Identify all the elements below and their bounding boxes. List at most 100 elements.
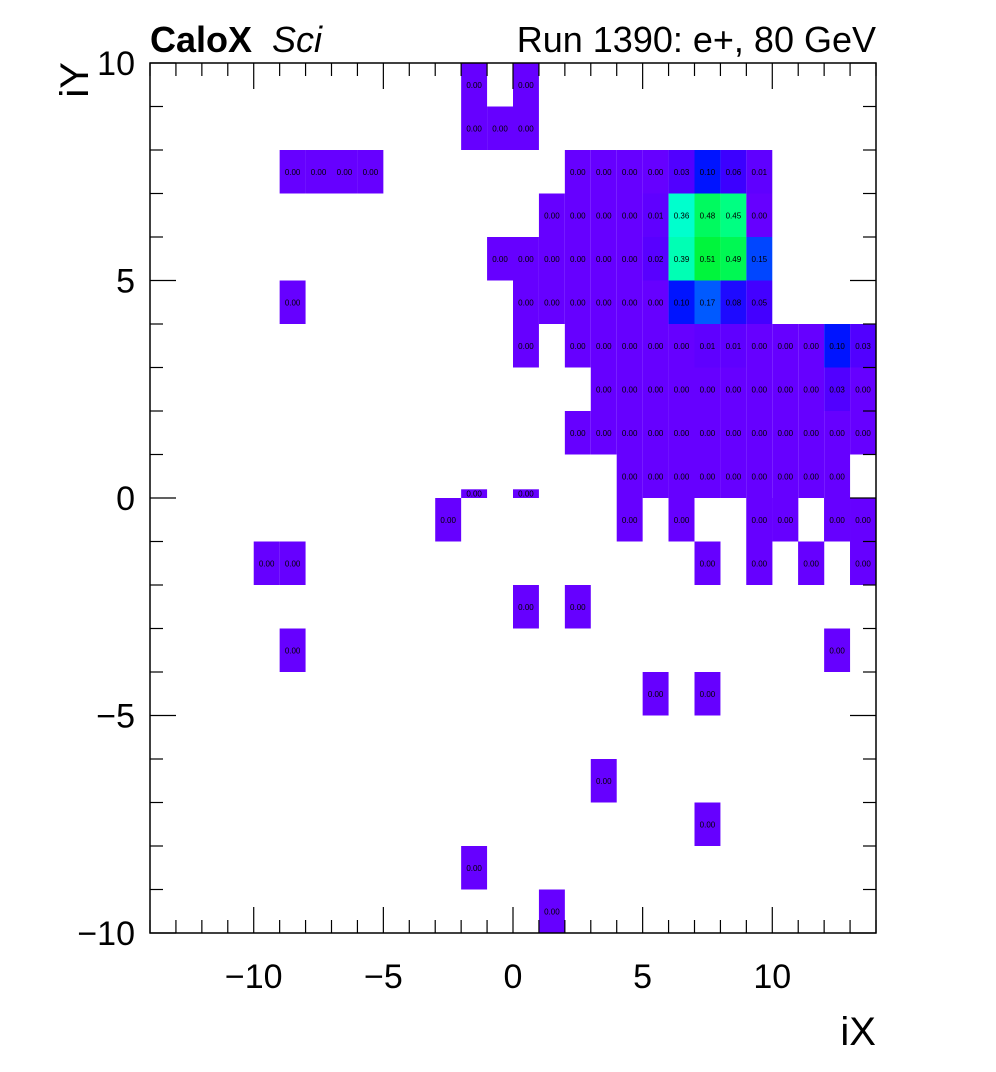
cell-value-label: 0.00 xyxy=(466,490,482,499)
heatmap-cell xyxy=(461,63,488,107)
cell-value-label: 0.00 xyxy=(803,559,819,568)
cell-value-label: 0.00 xyxy=(466,864,482,873)
cell-value-label: 0.00 xyxy=(803,385,819,394)
heatmap-cell xyxy=(850,411,876,455)
cell-value-label: 0.00 xyxy=(829,516,845,525)
cell-value-label: 0.00 xyxy=(337,168,353,177)
heatmap-cell xyxy=(642,367,669,411)
cell-value-label: 0.00 xyxy=(726,472,742,481)
y-tick-label: 0 xyxy=(116,480,135,518)
heatmap-cell xyxy=(746,541,773,585)
heatmap-cell xyxy=(668,498,695,542)
cell-value-label: 0.10 xyxy=(674,298,690,307)
cell-value-label: 0.00 xyxy=(674,516,690,525)
chart-title: Run 1390: e+, 80 GeV xyxy=(517,19,876,60)
cell-value-label: 0.00 xyxy=(596,429,612,438)
cell-value-label: 0.00 xyxy=(674,429,690,438)
heatmap-cell xyxy=(590,411,617,455)
cell-value-label: 0.00 xyxy=(544,211,560,220)
heatmap-cell xyxy=(720,367,747,411)
cell-value-label: 0.00 xyxy=(829,429,845,438)
cell-value-label: 0.00 xyxy=(752,559,768,568)
heatmap-cell xyxy=(720,280,747,324)
heatmap-cell xyxy=(642,672,669,716)
heatmap-cell xyxy=(616,237,643,281)
x-tick-label: 0 xyxy=(504,958,523,996)
y-axis-label: iY xyxy=(53,62,97,98)
heatmap-cell xyxy=(616,411,643,455)
cell-value-label: 0.00 xyxy=(518,81,534,90)
heatmap-cell xyxy=(590,367,617,411)
cell-value-label: 0.00 xyxy=(440,516,456,525)
x-axis-label: iX xyxy=(840,1010,876,1054)
heatmap-cell xyxy=(616,324,643,368)
cell-value-label: 0.03 xyxy=(855,342,871,351)
heatmap-cell xyxy=(279,541,306,585)
cell-value-label: 0.00 xyxy=(752,342,768,351)
cell-value-label: 0.00 xyxy=(855,385,871,394)
cell-value-label: 0.48 xyxy=(700,211,716,220)
cell-value-label: 0.00 xyxy=(363,168,379,177)
heatmap-cell xyxy=(850,367,876,411)
heatmap-cell xyxy=(642,411,669,455)
cell-value-label: 0.00 xyxy=(752,429,768,438)
cell-value-label: 0.03 xyxy=(829,385,845,394)
y-tick-label: −5 xyxy=(96,698,135,736)
cell-value-label: 0.00 xyxy=(285,168,301,177)
cell-value-label: 0.36 xyxy=(674,211,690,220)
heatmap-cell xyxy=(590,324,617,368)
cell-value-label: 0.01 xyxy=(752,168,768,177)
x-tick-label: −5 xyxy=(364,958,403,996)
heatmap-cell xyxy=(746,150,773,194)
cell-value-label: 0.00 xyxy=(622,472,638,481)
cell-value-label: 0.00 xyxy=(311,168,327,177)
cell-value-label: 0.00 xyxy=(570,255,586,264)
y-tick-label: −10 xyxy=(77,915,135,953)
cell-value-label: 0.08 xyxy=(726,298,742,307)
heatmap-cell xyxy=(798,411,825,455)
heatmap-cell xyxy=(694,193,721,237)
heatmap-cell xyxy=(616,280,643,324)
heatmap-cell xyxy=(487,237,513,281)
heatmap-cell xyxy=(461,846,488,890)
cell-value-label: 0.00 xyxy=(596,342,612,351)
brand-title: CaloX Sci xyxy=(150,19,323,60)
cell-value-label: 0.00 xyxy=(855,559,871,568)
cell-value-label: 0.00 xyxy=(518,124,534,133)
heatmap-cell xyxy=(279,150,306,194)
heatmap-cell xyxy=(590,759,617,803)
cell-value-label: 0.00 xyxy=(829,472,845,481)
cell-value-label: 0.00 xyxy=(752,472,768,481)
cell-value-label: 0.00 xyxy=(466,81,482,90)
cell-value-label: 0.49 xyxy=(726,255,742,264)
cells-layer xyxy=(253,63,876,933)
heatmap-cell xyxy=(279,280,306,324)
heatmap-cell xyxy=(564,193,591,237)
heatmap-cell xyxy=(616,498,643,542)
heatmap-cell xyxy=(824,628,851,672)
heatmap-cell xyxy=(253,541,280,585)
heatmap-cell xyxy=(694,324,721,368)
heatmap-cell xyxy=(461,489,488,498)
heatmap-cell xyxy=(746,454,773,498)
cell-value-label: 0.00 xyxy=(648,690,664,699)
heatmap-cell xyxy=(564,280,591,324)
cell-value-label: 0.39 xyxy=(674,255,690,264)
cell-value-label: 0.00 xyxy=(674,385,690,394)
cell-value-label: 0.01 xyxy=(726,342,742,351)
heatmap-cell xyxy=(642,324,669,368)
heatmap-cell xyxy=(720,324,747,368)
cell-value-label: 0.06 xyxy=(726,168,742,177)
heatmap-cell xyxy=(668,280,695,324)
cell-value-label: 0.00 xyxy=(777,342,793,351)
heatmap-cell xyxy=(772,498,799,542)
cell-value-label: 0.00 xyxy=(544,298,560,307)
cell-value-label: 0.00 xyxy=(596,211,612,220)
cell-value-label: 0.05 xyxy=(752,298,768,307)
heatmap-cell xyxy=(850,498,876,542)
heatmap-cell xyxy=(824,411,851,455)
tick-labels-layer: −10 −5 0 5 10 −10 −5 0 5 10 xyxy=(77,45,791,996)
heatmap-cell xyxy=(357,150,384,194)
cell-value-label: 0.00 xyxy=(700,690,716,699)
heatmap-cell xyxy=(668,237,695,281)
